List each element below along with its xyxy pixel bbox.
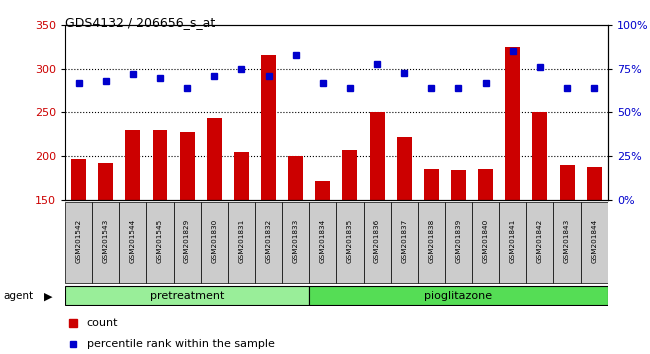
Text: GSM201842: GSM201842 — [537, 219, 543, 263]
Bar — [228, 202, 255, 283]
Bar — [288, 156, 303, 200]
Bar — [554, 202, 580, 283]
Bar — [65, 286, 309, 305]
Bar — [370, 113, 385, 200]
Text: GDS4132 / 206656_s_at: GDS4132 / 206656_s_at — [65, 16, 215, 29]
Bar — [309, 286, 608, 305]
Bar — [560, 165, 575, 200]
Bar — [451, 170, 466, 200]
Bar — [343, 150, 358, 200]
Text: GSM201844: GSM201844 — [592, 219, 597, 263]
Text: pretreatment: pretreatment — [150, 291, 224, 301]
Text: GSM201542: GSM201542 — [75, 219, 81, 263]
Bar — [445, 202, 472, 283]
Bar — [125, 130, 140, 200]
Text: agent: agent — [3, 291, 33, 301]
Bar — [472, 202, 499, 283]
Bar — [391, 202, 418, 283]
Bar — [499, 202, 526, 283]
Bar — [153, 130, 168, 200]
Text: GSM201545: GSM201545 — [157, 219, 163, 263]
Bar — [255, 202, 282, 283]
Text: GSM201840: GSM201840 — [483, 219, 489, 263]
Bar — [505, 47, 520, 200]
Bar — [424, 169, 439, 200]
Text: GSM201841: GSM201841 — [510, 219, 515, 263]
Bar — [478, 169, 493, 200]
Bar — [174, 202, 201, 283]
Text: GSM201839: GSM201839 — [456, 219, 462, 263]
Text: GSM201843: GSM201843 — [564, 219, 570, 263]
Text: GSM201832: GSM201832 — [266, 219, 272, 263]
Bar — [207, 118, 222, 200]
Text: GSM201837: GSM201837 — [401, 219, 407, 263]
Text: GSM201830: GSM201830 — [211, 219, 217, 263]
Text: pioglitazone: pioglitazone — [424, 291, 493, 301]
Bar — [261, 56, 276, 200]
Text: GSM201829: GSM201829 — [184, 219, 190, 263]
Bar — [282, 202, 309, 283]
Bar — [146, 202, 174, 283]
Text: GSM201838: GSM201838 — [428, 219, 434, 263]
Text: count: count — [86, 319, 118, 329]
Bar — [396, 137, 411, 200]
Bar — [337, 202, 363, 283]
Bar — [71, 159, 86, 200]
Text: ▶: ▶ — [44, 291, 52, 301]
Bar — [526, 202, 554, 283]
Bar — [363, 202, 391, 283]
Bar — [532, 113, 547, 200]
Bar — [120, 202, 146, 283]
Bar — [179, 132, 194, 200]
Bar — [98, 163, 113, 200]
Bar — [580, 202, 608, 283]
Bar — [201, 202, 227, 283]
Bar — [234, 152, 249, 200]
Text: GSM201834: GSM201834 — [320, 219, 326, 263]
Text: GSM201835: GSM201835 — [347, 219, 353, 263]
Bar — [92, 202, 120, 283]
Bar — [309, 202, 337, 283]
Bar — [65, 202, 92, 283]
Text: GSM201836: GSM201836 — [374, 219, 380, 263]
Text: percentile rank within the sample: percentile rank within the sample — [86, 339, 274, 349]
Text: GSM201831: GSM201831 — [239, 219, 244, 263]
Bar — [418, 202, 445, 283]
Text: GSM201833: GSM201833 — [292, 219, 298, 263]
Bar — [587, 167, 602, 200]
Bar — [315, 181, 330, 200]
Text: GSM201544: GSM201544 — [130, 219, 136, 263]
Text: GSM201543: GSM201543 — [103, 219, 109, 263]
